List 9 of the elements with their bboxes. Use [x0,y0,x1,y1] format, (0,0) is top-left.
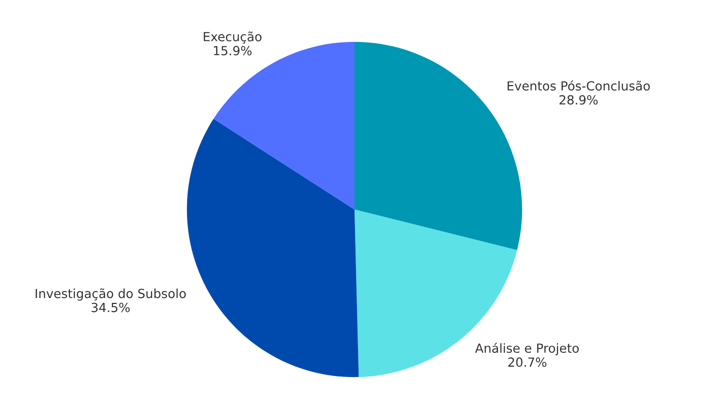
data-label: 20.7% [508,357,546,367]
slice-label: Investigação do Subsolo [36,288,186,301]
slice-label: Execução [204,31,262,44]
slice-label: Análise e Projeto [475,342,579,356]
pie-slice [186,118,359,378]
data-label: 28.9% [560,95,598,105]
data-label: 15.9% [214,46,252,56]
data-label: 34.5% [92,302,130,312]
slice-label: Eventos Pós-Conclusão [508,80,650,91]
